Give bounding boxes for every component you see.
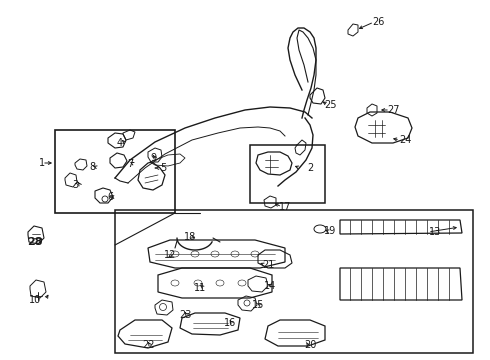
- Text: 10: 10: [29, 295, 41, 305]
- Text: 14: 14: [264, 281, 276, 291]
- Text: 15: 15: [252, 300, 264, 310]
- Text: 4: 4: [117, 138, 123, 148]
- Text: 28: 28: [27, 237, 43, 247]
- Text: 19: 19: [324, 226, 336, 236]
- Text: 24: 24: [399, 135, 411, 145]
- Text: 26: 26: [372, 17, 384, 27]
- Text: 23: 23: [179, 310, 191, 320]
- Text: 27: 27: [387, 105, 399, 115]
- Text: 17: 17: [279, 202, 291, 212]
- Text: 8: 8: [89, 162, 95, 172]
- Text: 5: 5: [160, 163, 166, 173]
- Text: 21: 21: [262, 260, 274, 270]
- Text: 18: 18: [184, 232, 196, 242]
- Text: 16: 16: [224, 318, 236, 328]
- Text: 13: 13: [429, 227, 441, 237]
- Text: 3: 3: [72, 180, 78, 190]
- Text: 20: 20: [304, 340, 316, 350]
- Text: 9: 9: [150, 153, 156, 163]
- Text: 2: 2: [307, 163, 313, 173]
- Text: 22: 22: [142, 340, 154, 350]
- Text: 6: 6: [107, 192, 113, 202]
- Text: 25: 25: [324, 100, 336, 110]
- Text: 1: 1: [39, 158, 45, 168]
- Text: 7: 7: [127, 159, 133, 169]
- Text: 12: 12: [164, 250, 176, 260]
- Text: 11: 11: [194, 283, 206, 293]
